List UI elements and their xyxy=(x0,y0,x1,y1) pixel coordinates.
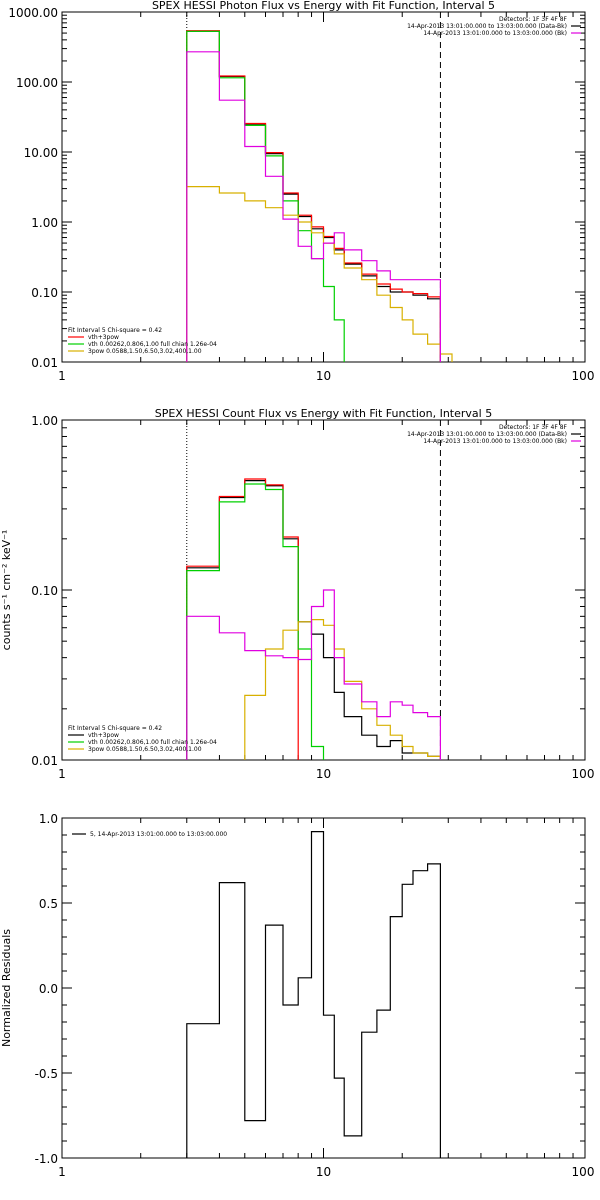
series-line-3-1 xyxy=(186,831,441,1158)
y-tick-label: 0.0 xyxy=(39,982,58,996)
detector-annotation: Detectors: 1F 3F 4F 8F xyxy=(499,16,568,23)
x-tick-label: 1 xyxy=(58,767,66,781)
legend-entry: vth 0.00262,0.806,1.00 full chian 1.26e-… xyxy=(88,739,217,746)
legend-entry: vth+3pow xyxy=(88,732,119,739)
legend-entry: vth 0.00262,0.806,1.00 full chian 1.26e-… xyxy=(88,341,217,348)
legend-title: Fit Interval 5 Chi-square = 0.42 xyxy=(68,327,162,334)
legend-entry: 5, 14-Apr-2013 13:01:00.000 to 13:03:00.… xyxy=(90,831,227,838)
y-tick-label: -0.5 xyxy=(35,1067,58,1081)
series-line-2-4 xyxy=(244,619,441,760)
detector-annotation: 14-Apr-2013 13:01:00.000 to 13:03:00.000… xyxy=(423,438,567,445)
x-tick-label: 100 xyxy=(572,1165,595,1179)
x-tick-label: 1 xyxy=(58,1165,66,1179)
y-tick-label: 1.00 xyxy=(31,414,58,428)
detector-annotation: 14-Apr-2013 13:01:00.000 to 13:03:00.000… xyxy=(423,30,567,37)
detector-annotation: 14-Apr-2013 13:01:00.000 to 13:03:00.000… xyxy=(407,23,567,30)
y-tick-label: 1.00 xyxy=(31,216,58,230)
y-tick-label: 10.00 xyxy=(24,146,58,160)
x-tick-label: 100 xyxy=(572,369,595,383)
y-tick-label: 0.01 xyxy=(31,754,58,768)
chart-title-2: SPEX HESSI Count Flux vs Energy with Fit… xyxy=(155,407,492,420)
series-line-1-4 xyxy=(186,186,453,362)
y-tick-label: 0.01 xyxy=(31,356,58,370)
y-tick-label: 1.0 xyxy=(39,812,58,826)
series-line-2-5 xyxy=(186,589,441,760)
x-tick-label: 100 xyxy=(572,767,595,781)
y-tick-label: 0.10 xyxy=(31,584,58,598)
x-tick-label: 10 xyxy=(316,1165,331,1179)
y-tick-label: 1000.00 xyxy=(8,6,58,20)
x-tick-label: 1 xyxy=(58,369,66,383)
y-axis-label-2: counts s⁻¹ cm⁻² keV⁻¹ xyxy=(0,530,13,651)
detector-annotation: Detectors: 1F 3F 4F 8F xyxy=(499,424,568,431)
series-line-2-3 xyxy=(186,483,325,760)
y-tick-label: -1.0 xyxy=(35,1152,58,1166)
chart-title-1: SPEX HESSI Photon Flux vs Energy with Fi… xyxy=(152,0,495,12)
legend-entry: 3pow 0.0588,1.50,6.50,3.02,400,1.00 xyxy=(88,348,202,355)
y-tick-label: 0.10 xyxy=(31,286,58,300)
x-tick-label: 10 xyxy=(316,767,331,781)
legend-entry: vth+3pow xyxy=(88,334,119,341)
series-line-2-2 xyxy=(186,478,299,760)
series-line-1-3 xyxy=(186,30,345,362)
y-tick-label: 0.5 xyxy=(39,897,58,911)
x-tick-label: 10 xyxy=(316,369,331,383)
series-line-1-5 xyxy=(186,51,441,362)
legend-entry: 3pow 0.0588,1.50,6.50,3.02,400,1.00 xyxy=(88,746,202,753)
legend-title: Fit Interval 5 Chi-square = 0.42 xyxy=(68,725,162,732)
detector-annotation: 14-Apr-2013 13:01:00.000 to 13:03:00.000… xyxy=(407,431,567,438)
y-axis-label-3: Normalized Residuals xyxy=(0,929,13,1047)
y-tick-label: 100.00 xyxy=(16,76,58,90)
